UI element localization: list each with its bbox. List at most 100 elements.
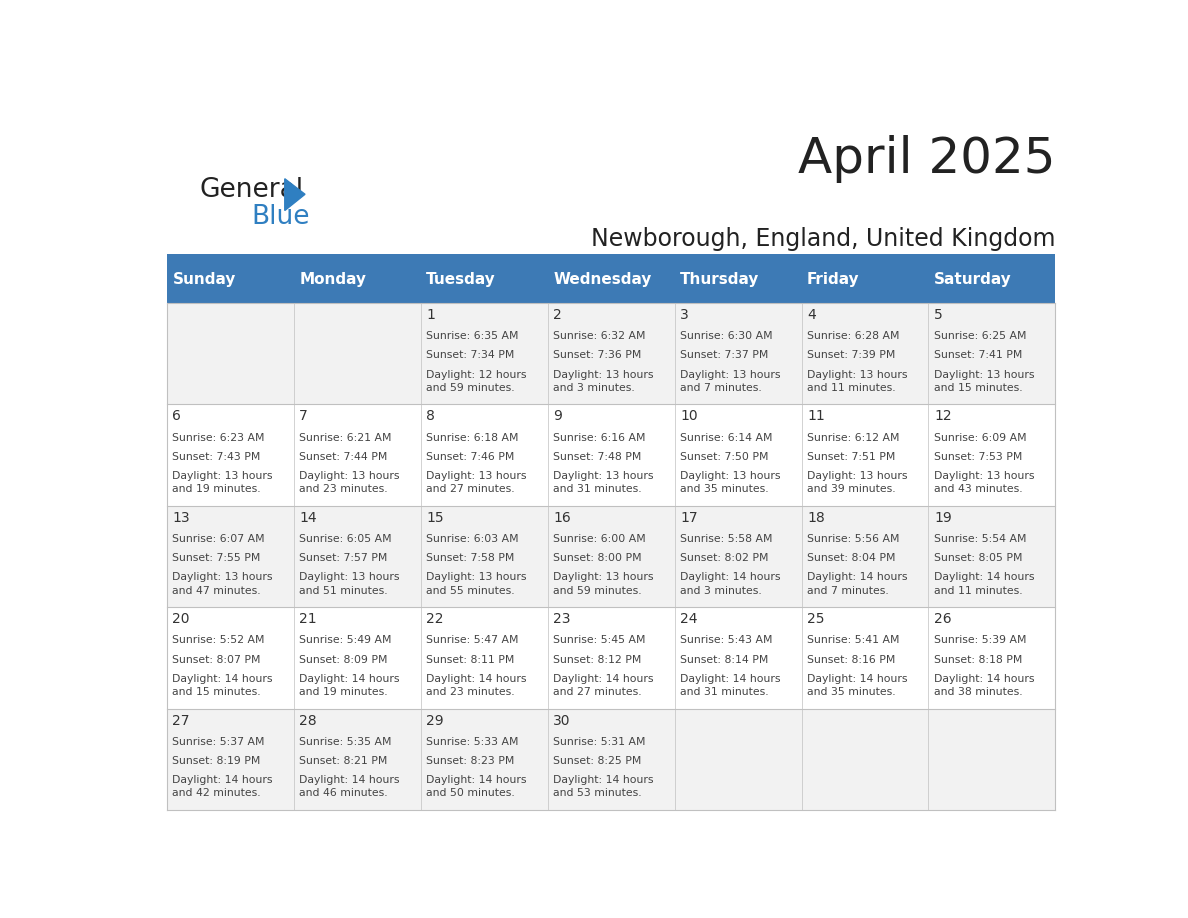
- Bar: [166, 506, 1055, 607]
- Bar: [929, 255, 1055, 303]
- Bar: [293, 255, 421, 303]
- Text: 19: 19: [934, 510, 952, 525]
- Text: Daylight: 14 hours
and 46 minutes.: Daylight: 14 hours and 46 minutes.: [299, 775, 400, 799]
- Text: 15: 15: [426, 510, 444, 525]
- Text: Sunrise: 5:52 AM: Sunrise: 5:52 AM: [172, 635, 265, 645]
- Text: Sunset: 8:21 PM: Sunset: 8:21 PM: [299, 756, 387, 766]
- Text: Daylight: 13 hours
and 47 minutes.: Daylight: 13 hours and 47 minutes.: [172, 572, 273, 596]
- Text: Wednesday: Wednesday: [554, 272, 651, 286]
- Text: Sunrise: 6:30 AM: Sunrise: 6:30 AM: [681, 331, 772, 341]
- Text: Sunset: 7:36 PM: Sunset: 7:36 PM: [554, 351, 642, 361]
- Text: Sunrise: 5:58 AM: Sunrise: 5:58 AM: [681, 534, 772, 544]
- Polygon shape: [285, 179, 305, 210]
- Text: Sunset: 7:58 PM: Sunset: 7:58 PM: [426, 554, 514, 564]
- Text: 26: 26: [934, 612, 952, 626]
- Text: Daylight: 14 hours
and 35 minutes.: Daylight: 14 hours and 35 minutes.: [807, 674, 908, 697]
- Text: 24: 24: [681, 612, 697, 626]
- Text: 14: 14: [299, 510, 317, 525]
- Text: Sunrise: 6:32 AM: Sunrise: 6:32 AM: [554, 331, 646, 341]
- Text: Sunset: 7:34 PM: Sunset: 7:34 PM: [426, 351, 514, 361]
- Text: Daylight: 13 hours
and 15 minutes.: Daylight: 13 hours and 15 minutes.: [934, 370, 1035, 393]
- Text: Daylight: 14 hours
and 23 minutes.: Daylight: 14 hours and 23 minutes.: [426, 674, 526, 697]
- Text: Sunset: 7:53 PM: Sunset: 7:53 PM: [934, 452, 1023, 462]
- Text: Sunrise: 6:09 AM: Sunrise: 6:09 AM: [934, 432, 1026, 442]
- Text: Sunrise: 6:35 AM: Sunrise: 6:35 AM: [426, 331, 519, 341]
- Text: Sunset: 8:00 PM: Sunset: 8:00 PM: [554, 554, 642, 564]
- Text: 16: 16: [554, 510, 571, 525]
- Text: Blue: Blue: [252, 204, 310, 230]
- Text: 27: 27: [172, 713, 190, 728]
- Text: Newborough, England, United Kingdom: Newborough, England, United Kingdom: [590, 227, 1055, 251]
- Text: Sunset: 8:25 PM: Sunset: 8:25 PM: [554, 756, 642, 766]
- Text: 30: 30: [554, 713, 570, 728]
- Text: Sunrise: 5:37 AM: Sunrise: 5:37 AM: [172, 737, 265, 747]
- Text: Friday: Friday: [807, 272, 860, 286]
- Text: 8: 8: [426, 409, 435, 423]
- Text: Daylight: 14 hours
and 53 minutes.: Daylight: 14 hours and 53 minutes.: [554, 775, 653, 799]
- Text: Daylight: 14 hours
and 27 minutes.: Daylight: 14 hours and 27 minutes.: [554, 674, 653, 697]
- Text: Daylight: 13 hours
and 19 minutes.: Daylight: 13 hours and 19 minutes.: [172, 471, 273, 494]
- Text: Sunset: 7:55 PM: Sunset: 7:55 PM: [172, 554, 261, 564]
- Text: Daylight: 14 hours
and 7 minutes.: Daylight: 14 hours and 7 minutes.: [807, 572, 908, 596]
- Text: Daylight: 13 hours
and 3 minutes.: Daylight: 13 hours and 3 minutes.: [554, 370, 653, 393]
- Text: Sunrise: 5:31 AM: Sunrise: 5:31 AM: [554, 737, 646, 747]
- Text: Daylight: 13 hours
and 51 minutes.: Daylight: 13 hours and 51 minutes.: [299, 572, 400, 596]
- Text: Sunset: 8:18 PM: Sunset: 8:18 PM: [934, 655, 1023, 665]
- Text: Sunrise: 6:00 AM: Sunrise: 6:00 AM: [554, 534, 646, 544]
- Text: 22: 22: [426, 612, 444, 626]
- Text: 1: 1: [426, 308, 435, 322]
- Bar: [166, 607, 1055, 709]
- Text: 23: 23: [554, 612, 570, 626]
- Text: Daylight: 14 hours
and 19 minutes.: Daylight: 14 hours and 19 minutes.: [299, 674, 400, 697]
- Text: Sunrise: 6:28 AM: Sunrise: 6:28 AM: [807, 331, 899, 341]
- Text: Saturday: Saturday: [934, 272, 1012, 286]
- Text: Monday: Monday: [299, 272, 366, 286]
- Text: Sunrise: 6:03 AM: Sunrise: 6:03 AM: [426, 534, 519, 544]
- Text: Daylight: 14 hours
and 3 minutes.: Daylight: 14 hours and 3 minutes.: [681, 572, 781, 596]
- Text: Sunrise: 5:39 AM: Sunrise: 5:39 AM: [934, 635, 1026, 645]
- Bar: [421, 255, 548, 303]
- Text: Thursday: Thursday: [681, 272, 759, 286]
- Text: Sunrise: 5:33 AM: Sunrise: 5:33 AM: [426, 737, 519, 747]
- Text: 11: 11: [807, 409, 824, 423]
- Text: Sunrise: 6:12 AM: Sunrise: 6:12 AM: [807, 432, 899, 442]
- Text: Sunrise: 5:45 AM: Sunrise: 5:45 AM: [554, 635, 646, 645]
- Text: Sunrise: 6:05 AM: Sunrise: 6:05 AM: [299, 534, 392, 544]
- Text: Sunset: 7:37 PM: Sunset: 7:37 PM: [681, 351, 769, 361]
- Text: 17: 17: [681, 510, 697, 525]
- Text: Daylight: 13 hours
and 31 minutes.: Daylight: 13 hours and 31 minutes.: [554, 471, 653, 494]
- Text: Sunday: Sunday: [172, 272, 235, 286]
- Bar: [166, 255, 293, 303]
- Text: 9: 9: [554, 409, 562, 423]
- Text: 13: 13: [172, 510, 190, 525]
- Text: 21: 21: [299, 612, 317, 626]
- Text: Daylight: 14 hours
and 11 minutes.: Daylight: 14 hours and 11 minutes.: [934, 572, 1035, 596]
- Text: Sunset: 8:11 PM: Sunset: 8:11 PM: [426, 655, 514, 665]
- Text: Daylight: 14 hours
and 15 minutes.: Daylight: 14 hours and 15 minutes.: [172, 674, 273, 697]
- Text: Sunset: 8:14 PM: Sunset: 8:14 PM: [681, 655, 769, 665]
- Text: 3: 3: [681, 308, 689, 322]
- Bar: [675, 255, 802, 303]
- Text: Daylight: 13 hours
and 7 minutes.: Daylight: 13 hours and 7 minutes.: [681, 370, 781, 393]
- Text: Daylight: 14 hours
and 50 minutes.: Daylight: 14 hours and 50 minutes.: [426, 775, 526, 799]
- Text: Sunrise: 6:14 AM: Sunrise: 6:14 AM: [681, 432, 772, 442]
- Text: Daylight: 13 hours
and 11 minutes.: Daylight: 13 hours and 11 minutes.: [807, 370, 908, 393]
- Text: Sunset: 8:12 PM: Sunset: 8:12 PM: [554, 655, 642, 665]
- Text: Sunrise: 5:56 AM: Sunrise: 5:56 AM: [807, 534, 899, 544]
- Text: Daylight: 13 hours
and 55 minutes.: Daylight: 13 hours and 55 minutes.: [426, 572, 526, 596]
- Text: 4: 4: [807, 308, 816, 322]
- Text: 6: 6: [172, 409, 182, 423]
- Text: 29: 29: [426, 713, 444, 728]
- Text: Daylight: 13 hours
and 23 minutes.: Daylight: 13 hours and 23 minutes.: [299, 471, 400, 494]
- Text: Sunset: 8:09 PM: Sunset: 8:09 PM: [299, 655, 387, 665]
- Text: Sunset: 7:50 PM: Sunset: 7:50 PM: [681, 452, 769, 462]
- Text: 5: 5: [934, 308, 943, 322]
- Text: Sunset: 7:51 PM: Sunset: 7:51 PM: [807, 452, 896, 462]
- Text: 12: 12: [934, 409, 952, 423]
- Text: Sunset: 8:07 PM: Sunset: 8:07 PM: [172, 655, 261, 665]
- Text: Sunrise: 6:21 AM: Sunrise: 6:21 AM: [299, 432, 392, 442]
- Text: Sunset: 8:04 PM: Sunset: 8:04 PM: [807, 554, 896, 564]
- Text: Sunrise: 6:07 AM: Sunrise: 6:07 AM: [172, 534, 265, 544]
- Text: Sunrise: 6:16 AM: Sunrise: 6:16 AM: [554, 432, 646, 442]
- Text: Daylight: 13 hours
and 39 minutes.: Daylight: 13 hours and 39 minutes.: [807, 471, 908, 494]
